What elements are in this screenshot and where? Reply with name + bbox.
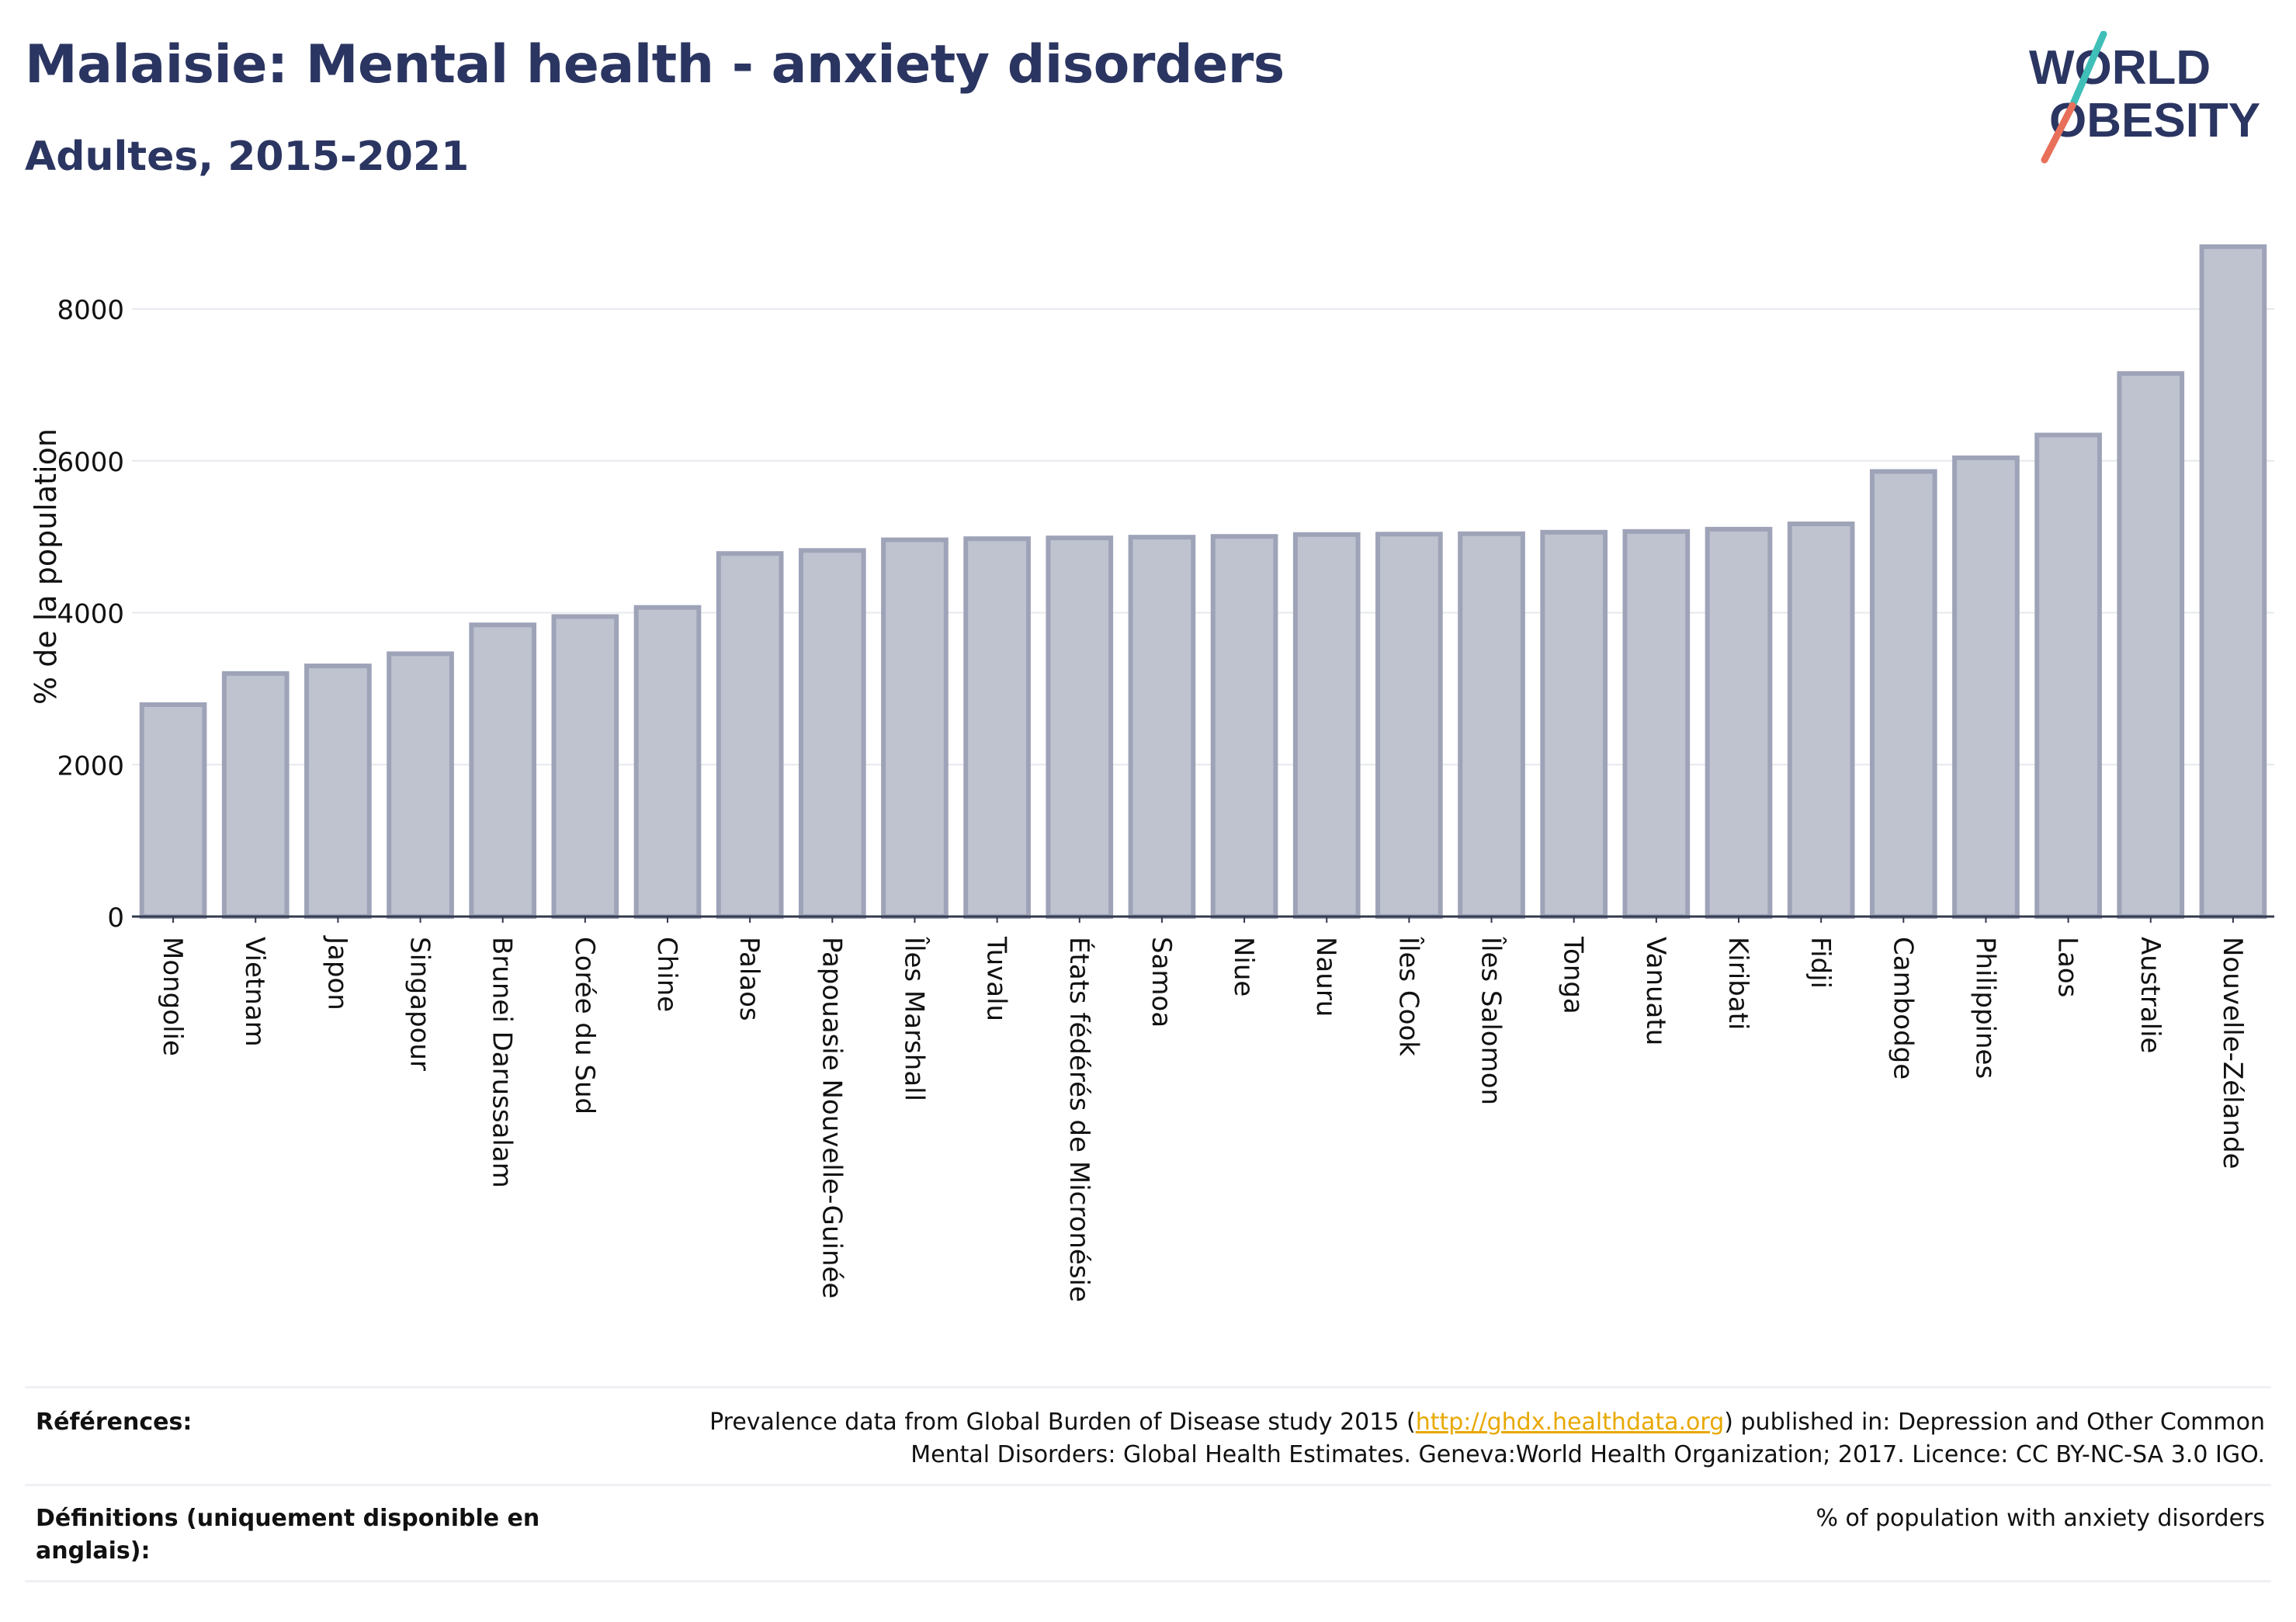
- x-tick-label: Laos: [2052, 937, 2083, 997]
- x-tick-label: Tonga: [1558, 936, 1589, 1014]
- chart-subtitle: Adultes, 2015-2021: [25, 133, 470, 180]
- x-tick-label: Îles Salomon: [1476, 936, 1507, 1105]
- x-tick-label: Corée du Sud: [569, 937, 600, 1114]
- x-tick-label: Philippines: [1969, 937, 2000, 1079]
- references-text: Prevalence data from Global Burden of Di…: [709, 1409, 2265, 1468]
- x-tick-label: Brunei Darussalam: [487, 937, 518, 1188]
- x-tick-label: Mongolie: [157, 937, 188, 1056]
- divider-bottom: [25, 1580, 2271, 1582]
- bar-chart: 0 2000 4000 6000 8000 Mongolie Vietnam Japon Si…: [29, 244, 2274, 1302]
- bar[interactable]: [1210, 534, 1278, 919]
- x-tick-label: Vanuatu: [1640, 937, 1671, 1045]
- x-tick-label: Papouasie Nouvelle-Guinée: [816, 937, 847, 1298]
- bar[interactable]: [633, 605, 702, 920]
- bar[interactable]: [1458, 531, 1525, 919]
- y-axis-label: % de la population: [29, 428, 63, 705]
- x-tick-label: Îles Cook: [1393, 936, 1424, 1056]
- world-obesity-logo: WORLD OBESITY: [2029, 31, 2260, 164]
- definitions-label: Définitions (uniquement disponible en an…: [36, 1505, 540, 1565]
- bar[interactable]: [1540, 529, 1608, 919]
- svg-text:WORLD: WORLD: [2029, 41, 2211, 95]
- x-tick-label: Cambodge: [1887, 937, 1918, 1080]
- chart-title: Malaisie: Mental health - anxiety disord…: [25, 34, 1285, 95]
- bar[interactable]: [304, 664, 372, 919]
- bar[interactable]: [1705, 526, 1773, 919]
- y-tick-label: 2000: [57, 750, 124, 782]
- definitions-text: % of population with anxiety disorders: [1816, 1505, 2265, 1532]
- bar[interactable]: [1046, 535, 1114, 920]
- svg-text:OBESITY: OBESITY: [2049, 94, 2260, 147]
- bar[interactable]: [716, 551, 784, 919]
- x-tick-label: États fédérés de Micronésie: [1063, 937, 1095, 1302]
- x-tick-label: Vietnam: [239, 937, 270, 1047]
- bar[interactable]: [221, 671, 290, 920]
- x-tick-label: Nauru: [1310, 937, 1341, 1017]
- x-tick-label: Palaos: [734, 937, 765, 1021]
- y-tick-label: 4000: [57, 599, 124, 630]
- bar[interactable]: [1128, 535, 1196, 920]
- y-tick-label: 6000: [57, 447, 124, 478]
- bar[interactable]: [1375, 532, 1443, 920]
- references-label: Références:: [36, 1409, 192, 1436]
- bar[interactable]: [963, 536, 1031, 919]
- x-tick-label: Samoa: [1146, 937, 1177, 1028]
- bar[interactable]: [2034, 432, 2102, 919]
- bar[interactable]: [1787, 522, 1855, 919]
- bar[interactable]: [1292, 532, 1361, 920]
- x-tick-label: Chine: [651, 937, 682, 1012]
- y-tick-label: 0: [107, 903, 124, 934]
- bar[interactable]: [1952, 455, 2020, 919]
- bar[interactable]: [798, 548, 866, 920]
- references-link[interactable]: http://ghdx.healthdata.org: [1415, 1409, 1725, 1436]
- x-tick-label: Tuvalu: [981, 936, 1012, 1021]
- x-tick-label: Niue: [1228, 937, 1259, 996]
- y-axis-ticks: 0 2000 4000 6000 8000: [57, 295, 124, 934]
- x-axis-ticks: Mongolie Vietnam Japon Singapour Brunei Daru…: [157, 917, 2248, 1302]
- divider-top: [25, 1386, 2271, 1388]
- x-tick-label: Singapour: [404, 937, 435, 1071]
- y-tick-label: 8000: [57, 295, 124, 326]
- x-tick-label: Kiribati: [1722, 937, 1753, 1030]
- bar[interactable]: [2117, 371, 2185, 919]
- x-tick-label: Australie: [2135, 937, 2166, 1053]
- bar[interactable]: [881, 537, 949, 919]
- bar[interactable]: [551, 614, 619, 919]
- bar[interactable]: [139, 702, 207, 919]
- bar[interactable]: [469, 622, 537, 919]
- x-tick-label: Fidji: [1805, 937, 1836, 989]
- x-tick-label: Nouvelle-Zélande: [2217, 937, 2248, 1169]
- x-tick-label: Îles Marshall: [898, 936, 930, 1101]
- divider-middle: [25, 1484, 2271, 1486]
- bars: [139, 244, 2267, 920]
- bar[interactable]: [2199, 244, 2267, 919]
- bar[interactable]: [387, 651, 454, 920]
- bar[interactable]: [1622, 529, 1691, 919]
- bar[interactable]: [1869, 469, 1937, 919]
- x-tick-label: Japon: [321, 935, 352, 1010]
